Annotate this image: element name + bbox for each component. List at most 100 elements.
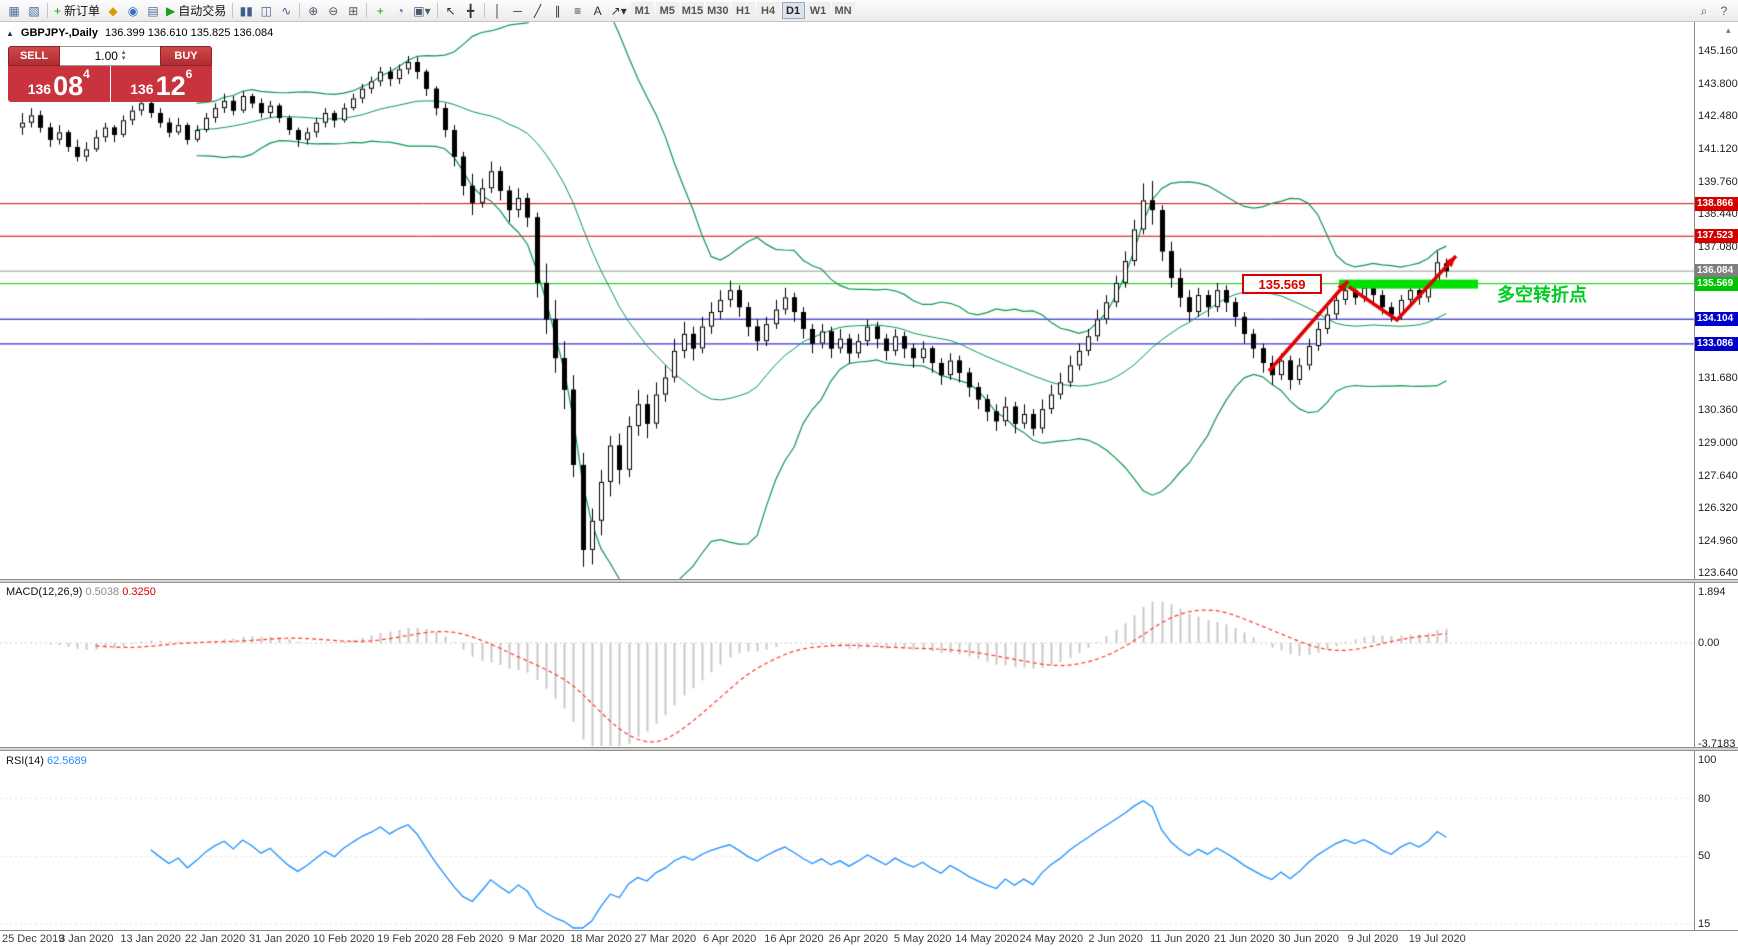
ask-pips: 12 <box>155 71 186 102</box>
timeframe-group: M1 M5 M15 M30 H1 H4 D1 W1 MN <box>630 2 856 19</box>
vertical-line-icon[interactable]: │ <box>488 2 508 20</box>
price-scale-arrow-icon[interactable]: ▴ <box>1726 25 1731 35</box>
profiles-icon[interactable]: ▧ <box>24 2 44 20</box>
channel-icon[interactable]: ∥ <box>548 2 568 20</box>
arrows-icon[interactable]: ↗▾ <box>608 2 630 20</box>
search-icon-glyph: ⌕ <box>1700 3 1708 18</box>
oct-toggle-button[interactable]: ▲ <box>6 28 14 38</box>
ask-price-button[interactable]: 136 12 6 <box>110 66 212 102</box>
fibonacci-icon-glyph: ≡ <box>574 3 582 18</box>
toolbar-separator <box>47 3 48 18</box>
timeframe-m5-button[interactable]: M5 <box>655 2 679 19</box>
timeframe-m1-button[interactable]: M1 <box>630 2 654 19</box>
bar-chart-icon[interactable]: ▮▮ <box>236 2 256 20</box>
rsi-value: 62.5689 <box>46 755 87 767</box>
ask-pipette: 6 <box>185 67 193 81</box>
cursor-icon-glyph: ↖ <box>445 3 456 18</box>
volume-value: 1.00 <box>94 49 118 63</box>
new-chart-icon-glyph: ▦ <box>8 3 20 18</box>
text-icon-glyph: A <box>593 3 602 18</box>
help-icon[interactable]: ? <box>1714 2 1734 20</box>
macd-main-value: 0.5038 <box>85 586 120 598</box>
data-window-icon[interactable]: ▤ <box>143 2 163 20</box>
rsi-indicator-label: RSI(14) 62.5689 <box>6 755 87 767</box>
candlestick-icon-glyph: ◫ <box>260 3 272 18</box>
volume-down-icon[interactable]: ▾ <box>121 55 126 62</box>
timeframe-w1-button[interactable]: W1 <box>806 2 830 19</box>
one-click-trading-panel: SELL 1.00 ▴ ▾ BUY 136 08 4 136 12 6 <box>8 46 212 102</box>
zoom-out-icon[interactable]: ⊖ <box>323 2 343 20</box>
volume-stepper[interactable]: ▴ ▾ <box>121 49 126 62</box>
bid-whole: 136 <box>27 81 52 98</box>
timeframe-m30-button[interactable]: M30 <box>706 2 730 19</box>
periods-icon[interactable]: ◔ <box>390 2 410 20</box>
volume-up-icon[interactable]: ▴ <box>121 49 126 56</box>
tile-windows-icon-glyph: ⊞ <box>348 3 359 18</box>
metaeditor-icon[interactable]: ◆ <box>103 2 123 20</box>
new-order-button-label: 新订单 <box>64 4 101 18</box>
volume-field[interactable]: 1.00 ▴ ▾ <box>60 46 160 66</box>
toolbar-separator <box>483 3 485 18</box>
macd-name: MACD(12,26,9) <box>6 586 83 598</box>
chart-title: ▲ GBPJPY-,Daily 136.399 136.610 135.825 … <box>6 27 273 39</box>
turning-point-note[interactable]: 多空转折点 <box>1497 285 1587 305</box>
toolbar: ▦ ▧ + 新订单 ◆ ◉ ▤ ▶ 自动交易 ▮▮ ◫ ∿ ⊕ ⊖ ⊞ + ◔ ▣▾ ↖ ╋ │ ─ ╱ ∥ ≡ A ↗▾ M1 M5… <box>0 0 1738 22</box>
fibonacci-icon[interactable]: ≡ <box>568 2 588 20</box>
tile-windows-icon[interactable]: ⊞ <box>343 2 363 20</box>
data-window-icon-glyph: ▤ <box>147 3 159 18</box>
channel-icon-glyph: ∥ <box>554 3 561 18</box>
autotrading-button[interactable]: ▶ 自动交易 <box>163 2 229 20</box>
templates-icon[interactable]: ▣▾ <box>410 2 433 20</box>
cursor-icon[interactable]: ↖ <box>441 2 461 20</box>
crosshair-icon[interactable]: ╋ <box>461 2 481 20</box>
bid-price-button[interactable]: 136 08 4 <box>8 66 111 102</box>
buy-button[interactable]: BUY <box>160 46 212 66</box>
profiles-icon-glyph: ▧ <box>28 3 40 18</box>
new-order-button[interactable]: + 新订单 <box>51 2 103 20</box>
metaeditor-icon-glyph: ◆ <box>108 3 118 18</box>
timeframe-mn-button[interactable]: MN <box>831 2 855 19</box>
autotrading-button-glyph: ▶ <box>166 3 176 18</box>
toolbar-separator <box>436 3 438 18</box>
zoom-in-icon-glyph: ⊕ <box>308 3 319 18</box>
horizontal-line-icon[interactable]: ─ <box>508 2 528 20</box>
symbol-period-label: GBPJPY-,Daily <box>20 27 98 39</box>
periods-icon-glyph: ◔ <box>396 3 404 18</box>
macd-panel-splitter[interactable] <box>0 579 1738 583</box>
arrows-icon-glyph: ↗▾ <box>610 3 627 18</box>
toolbar-right-group: ⌕? <box>1694 2 1734 20</box>
sell-button[interactable]: SELL <box>8 46 60 66</box>
price-annotation-label[interactable]: 135.569 <box>1242 274 1322 294</box>
toolbar-separator <box>232 3 234 18</box>
toolbar-separator <box>366 3 368 18</box>
help-icon-glyph: ? <box>1720 3 1728 18</box>
vertical-line-icon-glyph: │ <box>493 3 502 18</box>
new-order-button-glyph: + <box>54 3 62 18</box>
oct-price-row: 136 08 4 136 12 6 <box>8 66 212 102</box>
ask-whole: 136 <box>130 81 154 98</box>
zoom-in-icon[interactable]: ⊕ <box>303 2 323 20</box>
bar-chart-icon-glyph: ▮▮ <box>239 3 253 18</box>
bid-pips: 08 <box>53 71 84 102</box>
candlestick-icon[interactable]: ◫ <box>256 2 276 20</box>
new-chart-icon[interactable]: ▦ <box>4 2 24 20</box>
trendline-icon[interactable]: ╱ <box>528 2 548 20</box>
market-watch-icon[interactable]: ◉ <box>123 2 143 20</box>
ohlc-values-label: 136.399 136.610 135.825 136.084 <box>104 27 274 39</box>
indicators-icon[interactable]: + <box>370 2 390 20</box>
timeframe-h4-button[interactable]: H4 <box>756 2 780 19</box>
text-icon[interactable]: A <box>588 2 608 20</box>
timeframe-d1-button[interactable]: D1 <box>781 2 805 19</box>
timeframe-h1-button[interactable]: H1 <box>731 2 755 19</box>
autotrading-button-label: 自动交易 <box>178 4 227 18</box>
price-axis-line <box>1694 22 1695 930</box>
macd-signal-value: 0.3250 <box>122 586 156 598</box>
rsi-panel-splitter[interactable] <box>0 747 1738 751</box>
rsi-name: RSI(14) <box>6 755 44 767</box>
line-chart-icon-glyph: ∿ <box>281 3 292 18</box>
line-chart-icon[interactable]: ∿ <box>276 2 296 20</box>
search-icon[interactable]: ⌕ <box>1694 2 1714 20</box>
timeframe-m15-button[interactable]: M15 <box>680 2 705 19</box>
